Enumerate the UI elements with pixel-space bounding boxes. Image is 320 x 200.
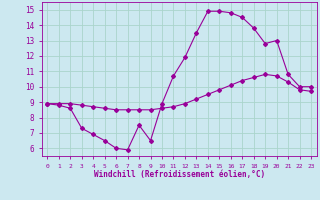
X-axis label: Windchill (Refroidissement éolien,°C): Windchill (Refroidissement éolien,°C) [94, 170, 265, 179]
